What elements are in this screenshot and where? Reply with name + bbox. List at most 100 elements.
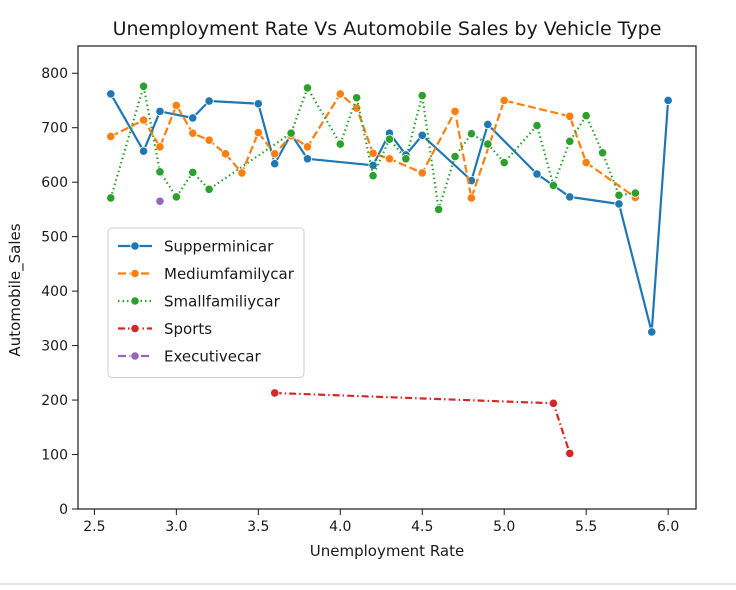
y-tick-label: 800 bbox=[41, 66, 68, 82]
data-point bbox=[499, 157, 509, 168]
legend-box bbox=[107, 227, 305, 378]
data-point bbox=[138, 81, 149, 91]
data-point bbox=[450, 151, 460, 162]
data-point bbox=[565, 111, 575, 121]
legend-marker bbox=[130, 323, 140, 334]
x-tick-label: 2.5 bbox=[83, 519, 105, 535]
data-point bbox=[548, 398, 558, 408]
series-sports bbox=[270, 388, 575, 459]
x-tick-label: 5.5 bbox=[575, 519, 597, 535]
data-point bbox=[581, 111, 591, 121]
series-executivecar bbox=[155, 196, 165, 206]
data-point bbox=[253, 128, 263, 138]
data-point bbox=[499, 95, 509, 106]
data-point bbox=[155, 196, 165, 206]
y-tick-label: 0 bbox=[59, 502, 68, 518]
data-point bbox=[106, 193, 116, 203]
legend-item: Supperminicar bbox=[118, 238, 274, 256]
data-point bbox=[188, 113, 198, 123]
data-point bbox=[384, 154, 395, 164]
bottom-rule bbox=[0, 583, 736, 585]
data-point bbox=[335, 89, 345, 99]
y-tick-label: 700 bbox=[41, 121, 68, 137]
data-point bbox=[270, 388, 280, 398]
data-point bbox=[171, 192, 181, 202]
data-point bbox=[204, 96, 214, 106]
data-point bbox=[614, 199, 624, 209]
data-point bbox=[171, 100, 181, 110]
legend-label: Mediumfamilycar bbox=[164, 265, 295, 283]
data-point bbox=[302, 142, 313, 152]
data-point bbox=[302, 154, 313, 164]
data-point bbox=[368, 171, 378, 181]
data-point bbox=[466, 129, 477, 139]
data-point bbox=[581, 157, 591, 168]
data-point bbox=[368, 160, 378, 170]
data-point bbox=[106, 89, 116, 99]
series-supperminicar bbox=[106, 89, 673, 337]
data-point bbox=[417, 168, 427, 178]
data-point bbox=[565, 136, 575, 146]
data-point bbox=[237, 168, 247, 178]
data-point bbox=[352, 93, 362, 103]
data-point bbox=[106, 131, 116, 142]
data-point bbox=[532, 120, 542, 131]
data-point bbox=[614, 190, 624, 200]
y-tick-label: 300 bbox=[41, 339, 68, 355]
data-point bbox=[384, 134, 395, 144]
data-point bbox=[548, 180, 558, 191]
data-point bbox=[155, 106, 165, 116]
data-point bbox=[647, 327, 657, 337]
data-point bbox=[417, 90, 427, 101]
x-tick-label: 5.0 bbox=[493, 519, 515, 535]
legend-label: Executivecar bbox=[164, 348, 261, 366]
legend-label: Sports bbox=[164, 320, 212, 338]
legend-marker bbox=[130, 296, 140, 306]
data-point bbox=[138, 146, 149, 156]
data-point bbox=[630, 188, 640, 198]
data-point bbox=[466, 193, 477, 203]
x-axis-label: Unemployment Rate bbox=[310, 542, 464, 560]
axis-ticks: 2.5 3.0 3.5 4.0 4.5 5.0 5.5 6.0 0 100 200 300 400 500… bbox=[41, 66, 679, 535]
data-point bbox=[188, 128, 198, 138]
data-point bbox=[483, 119, 493, 130]
plot-frame bbox=[77, 45, 697, 510]
series-smallfamiliycar bbox=[106, 81, 640, 215]
series-line bbox=[109, 85, 636, 211]
y-tick-label: 200 bbox=[41, 393, 68, 409]
legend-item: Mediumfamilycar bbox=[118, 265, 295, 283]
legend: Supperminicar Mediumfamilycar Smallfamiliy… bbox=[107, 227, 305, 378]
data-point bbox=[270, 159, 280, 169]
x-tick-label: 3.5 bbox=[247, 519, 269, 535]
data-point bbox=[204, 135, 214, 145]
data-point bbox=[483, 139, 493, 149]
data-point bbox=[434, 204, 444, 215]
data-point bbox=[368, 148, 378, 158]
legend-item: Executivecar bbox=[118, 348, 261, 366]
data-point bbox=[417, 130, 427, 140]
chart-title: Unemployment Rate Vs Automobile Sales by… bbox=[113, 18, 662, 40]
y-axis-label: Automobile_Sales bbox=[6, 223, 25, 356]
data-point bbox=[401, 154, 411, 164]
data-point bbox=[270, 149, 280, 159]
data-point bbox=[335, 139, 345, 149]
data-point bbox=[220, 149, 231, 159]
data-point bbox=[253, 99, 263, 109]
legend-item: Sports bbox=[118, 320, 212, 338]
legend-item: Smallfamiliycar bbox=[118, 293, 281, 311]
y-tick-label: 100 bbox=[41, 448, 68, 464]
data-point bbox=[532, 169, 542, 179]
x-tick-label: 4.5 bbox=[411, 519, 433, 535]
legend-label: Smallfamiliycar bbox=[164, 293, 281, 311]
x-tick-label: 6.0 bbox=[657, 519, 679, 535]
legend-label: Supperminicar bbox=[164, 238, 274, 256]
y-tick-label: 600 bbox=[41, 175, 68, 191]
legend-marker bbox=[130, 268, 140, 279]
legend-marker bbox=[130, 351, 140, 361]
data-point bbox=[302, 83, 313, 93]
data-point bbox=[565, 448, 575, 459]
y-tick-label: 500 bbox=[41, 230, 68, 246]
legend-marker bbox=[130, 241, 140, 251]
data-point bbox=[450, 106, 460, 116]
